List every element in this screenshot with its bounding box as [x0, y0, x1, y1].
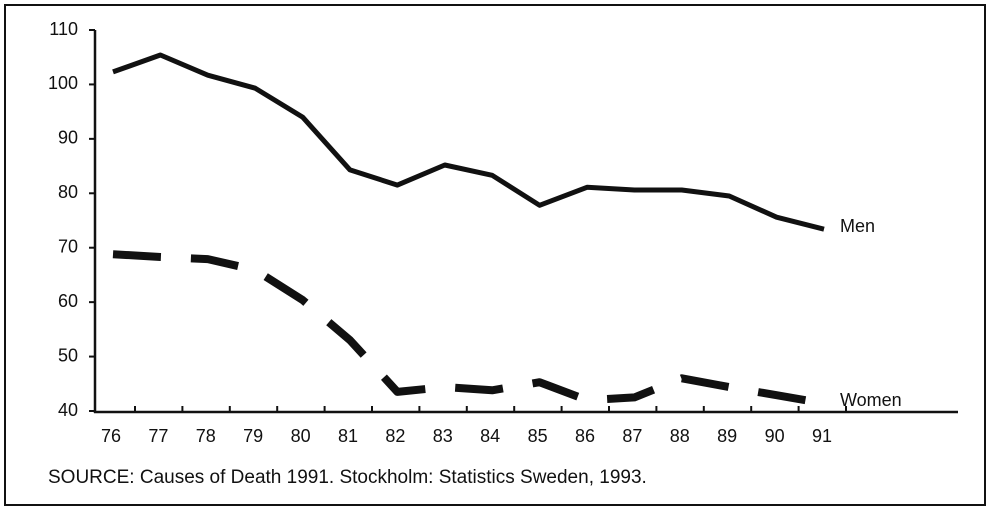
- x-tick-label: 76: [101, 426, 121, 446]
- y-tick-label: 40: [58, 400, 78, 420]
- x-tick-label: 77: [148, 426, 168, 446]
- y-tick-label: 50: [58, 345, 78, 365]
- x-tick-label: 91: [812, 426, 832, 446]
- series-label: Women: [840, 390, 902, 410]
- x-tick-label: 82: [385, 426, 405, 446]
- y-tick-label: 60: [58, 291, 78, 311]
- x-tick-label: 84: [480, 426, 500, 446]
- y-tick-label: 90: [58, 128, 78, 148]
- y-tick-label: 70: [58, 236, 78, 256]
- x-tick-label: 87: [622, 426, 642, 446]
- x-tick-label: 80: [291, 426, 311, 446]
- source-note: SOURCE: Causes of Death 1991. Stockholm:…: [48, 467, 647, 488]
- x-tick-label: 79: [243, 426, 263, 446]
- x-tick-label: 90: [765, 426, 785, 446]
- series-label: Men: [840, 216, 875, 236]
- x-tick-label: 85: [528, 426, 548, 446]
- x-tick-label: 86: [575, 426, 595, 446]
- x-tick-label: 83: [433, 426, 453, 446]
- y-tick-label: 80: [58, 182, 78, 202]
- frame: [4, 4, 986, 506]
- series-line: [112, 250, 825, 408]
- x-tick-label: 78: [196, 426, 216, 446]
- x-tick-label: 89: [717, 426, 737, 446]
- y-tick-label: 100: [48, 73, 78, 93]
- x-tick-label: 81: [338, 426, 358, 446]
- y-tick-label: 110: [49, 19, 78, 39]
- x-tick-label: 88: [670, 426, 690, 446]
- series-line: [112, 52, 825, 232]
